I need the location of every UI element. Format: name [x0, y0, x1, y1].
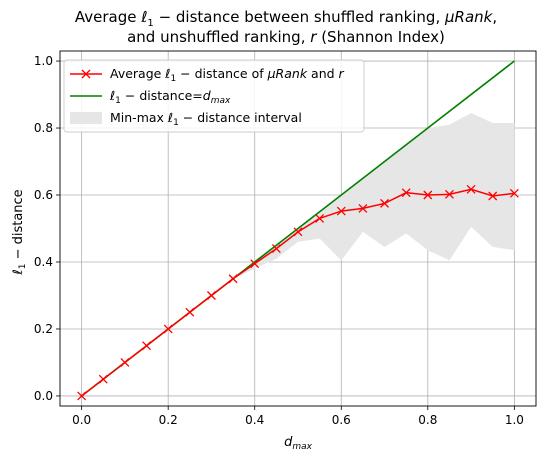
- legend-entry-interval: Min-max ℓ1 − distance interval: [70, 110, 302, 128]
- legend-entry-average: Average ℓ1 − distance of μRank and r: [70, 66, 345, 84]
- x-tick-label: 0.0: [72, 413, 91, 427]
- minmax-interval-band: [81, 112, 515, 396]
- x-tick-label: 0.4: [245, 413, 264, 427]
- legend-swatch-average-marker: [81, 69, 91, 79]
- average-distance-point: [98, 374, 108, 384]
- average-distance-point: [271, 244, 281, 254]
- y-axis-label: ℓ1 − distance: [11, 189, 28, 275]
- y-tick-label: 0.8: [34, 121, 53, 135]
- average-distance-point: [336, 206, 346, 216]
- legend-entry-dmax: ℓ1 − distance=dmax: [70, 88, 231, 106]
- average-distance-point: [142, 341, 152, 351]
- legend-label-interval: Min-max ℓ1 − distance interval: [110, 110, 302, 128]
- average-distance-point: [77, 391, 87, 401]
- x-axis-ticks: 0.0 0.2 0.4 0.6 0.8 1.0: [72, 406, 524, 427]
- average-distance-point: [293, 227, 303, 237]
- legend-label-dmax: ℓ1 − distance=dmax: [109, 88, 231, 106]
- chart-title-line-2: and unshuffled ranking, r (Shannon Index…: [127, 28, 445, 46]
- average-distance-point: [488, 191, 498, 201]
- x-tick-label: 0.6: [332, 413, 351, 427]
- average-distance-point: [120, 358, 130, 367]
- minmax-band-layer: [81, 112, 515, 396]
- average-distance-point: [185, 307, 195, 317]
- x-tick-label: 1.0: [505, 413, 524, 427]
- y-tick-label: 0.6: [34, 188, 53, 202]
- x-tick-label: 0.2: [159, 413, 178, 427]
- chart-title: Average ℓ1 − distance between shuffled r…: [75, 8, 497, 46]
- legend-swatch-interval: [70, 112, 102, 124]
- y-axis-ticks: 0.0 0.2 0.4 0.6 0.8 1.0: [34, 54, 60, 403]
- average-distance-point: [315, 213, 325, 223]
- plot-frame: [59, 50, 537, 407]
- average-distance-point: [206, 291, 216, 300]
- average-distance-point: [401, 188, 411, 198]
- average-distance-point: [509, 188, 519, 198]
- y-tick-label: 0.4: [34, 255, 53, 269]
- y-tick-label: 0.0: [34, 389, 53, 403]
- legend: Average ℓ1 − distance of μRank and r ℓ1 …: [63, 59, 365, 133]
- chart-title-line-1: Average ℓ1 − distance between shuffled r…: [75, 8, 497, 29]
- average-distance-point: [444, 189, 454, 199]
- average-distance-point: [250, 259, 260, 269]
- average-line-layer: [77, 184, 519, 401]
- y-tick-label: 1.0: [34, 54, 53, 68]
- average-distance-point: [358, 203, 368, 213]
- average-distance-point: [380, 198, 390, 208]
- legend-box: [63, 59, 365, 133]
- y-tick-label: 0.2: [34, 322, 53, 336]
- average-distance-point: [163, 324, 173, 334]
- average-distance-point: [228, 274, 238, 284]
- average-distance-point: [466, 184, 476, 194]
- average-distance-point: [423, 190, 433, 200]
- x-tick-label: 0.8: [418, 413, 437, 427]
- x-axis-label: dmax: [284, 435, 313, 452]
- legend-label-average: Average ℓ1 − distance of μRank and r: [110, 66, 345, 84]
